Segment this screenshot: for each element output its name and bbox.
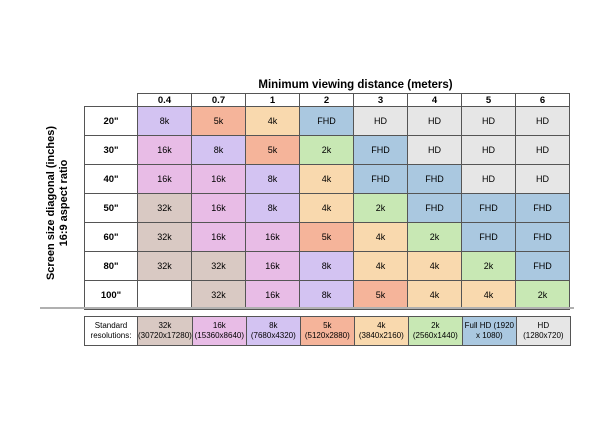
y-axis-label-line1: Screen size diagonal (inches): [45, 125, 57, 281]
resolution-cell: 8k: [137, 106, 192, 136]
legend-swatch: 32k (30720x17280): [137, 316, 193, 346]
resolution-cell: 32k: [191, 251, 246, 281]
table-row: 20" 8k 5k 4k FHD HD HD HD HD: [84, 106, 570, 136]
table-row: 30" 16k 8k 5k 2k FHD HD HD HD: [84, 135, 570, 165]
resolution-cell: FHD: [353, 164, 408, 194]
column-header: 2: [299, 93, 354, 107]
resolution-cell: 5k: [299, 222, 354, 252]
legend-label: Standard resolutions:: [84, 316, 138, 346]
row-header: 40": [84, 164, 138, 194]
table-row: 100" 32k 16k 8k 5k 4k 4k 2k: [84, 280, 570, 310]
resolution-cell: 32k: [137, 251, 192, 281]
resolution-cell: FHD: [407, 193, 462, 223]
resolution-cell: 4k: [407, 280, 462, 310]
legend-swatch: Full HD (1920 x 1080): [461, 316, 517, 346]
column-header: 1: [245, 93, 300, 107]
resolution-cell: 16k: [245, 222, 300, 252]
column-header: 3: [353, 93, 408, 107]
row-header: 20": [84, 106, 138, 136]
resolution-cell: 8k: [245, 193, 300, 223]
resolution-cell: 2k: [461, 251, 516, 281]
table-row: 40" 16k 16k 8k 4k FHD FHD HD HD: [84, 164, 570, 194]
chart-title: Minimum viewing distance (meters): [258, 79, 453, 91]
resolution-cell: 32k: [137, 222, 192, 252]
resolution-cell: FHD: [461, 222, 516, 252]
resolution-cell: 5k: [245, 135, 300, 165]
resolution-legend: Standard resolutions: 32k (30720x17280) 16…: [84, 316, 571, 346]
resolution-cell: HD: [407, 135, 462, 165]
resolution-cell: 32k: [191, 280, 246, 310]
resolution-cell: 16k: [191, 193, 246, 223]
y-axis-label: Screen size diagonal (inches) 16:9 aspec…: [40, 108, 76, 298]
table-row: 60" 32k 16k 16k 5k 4k 2k FHD FHD: [84, 222, 570, 252]
resolution-cell: HD: [461, 106, 516, 136]
resolution-cell: HD: [515, 164, 570, 194]
row-header: 50": [84, 193, 138, 223]
resolution-cell: HD: [515, 135, 570, 165]
resolution-cell: 16k: [191, 222, 246, 252]
resolution-cell: 2k: [353, 193, 408, 223]
header-row: 0.4 0.7 1 2 3 4 5 6: [84, 93, 570, 107]
resolution-cell: 2k: [515, 280, 570, 310]
column-header: 4: [407, 93, 462, 107]
table-row: 80" 32k 32k 16k 8k 4k 4k 2k FHD: [84, 251, 570, 281]
column-header: 0.4: [137, 93, 192, 107]
legend-swatch: 16k (15360x8640): [191, 316, 247, 346]
legend-swatch: HD (1280x720): [515, 316, 571, 346]
divider: [40, 307, 574, 309]
resolution-cell: HD: [407, 106, 462, 136]
resolution-cell: 8k: [245, 164, 300, 194]
resolution-cell: 4k: [299, 164, 354, 194]
resolution-cell: 8k: [299, 251, 354, 281]
resolution-cell: HD: [353, 106, 408, 136]
column-header: 6: [515, 93, 570, 107]
resolution-cell: FHD: [515, 222, 570, 252]
row-header: 100": [84, 280, 138, 310]
resolution-cell: FHD: [515, 193, 570, 223]
legend-swatch: 8k (7680x4320): [245, 316, 301, 346]
resolution-cell: FHD: [407, 164, 462, 194]
resolution-cell: 16k: [245, 251, 300, 281]
resolution-cell: 5k: [191, 106, 246, 136]
column-header: 0.7: [191, 93, 246, 107]
resolution-cell: 16k: [191, 164, 246, 194]
resolution-cell: 8k: [299, 280, 354, 310]
resolution-cell: 5k: [353, 280, 408, 310]
resolution-cell: 4k: [353, 222, 408, 252]
table-row: 50" 32k 16k 8k 4k 2k FHD FHD FHD: [84, 193, 570, 223]
resolution-cell: 8k: [191, 135, 246, 165]
resolution-cell: 4k: [299, 193, 354, 223]
row-header: 60": [84, 222, 138, 252]
legend-swatch: 4k (3840x2160): [353, 316, 409, 346]
row-header: 80": [84, 251, 138, 281]
resolution-cell: 4k: [245, 106, 300, 136]
resolution-cell: 16k: [137, 164, 192, 194]
legend-swatch: 2k (2560x1440): [407, 316, 463, 346]
corner-cell: [84, 93, 138, 107]
resolution-cell: 16k: [137, 135, 192, 165]
resolution-cell: 16k: [245, 280, 300, 310]
resolution-cell: 4k: [461, 280, 516, 310]
resolution-cell: HD: [515, 106, 570, 136]
resolution-cell: FHD: [353, 135, 408, 165]
resolution-cell: FHD: [461, 193, 516, 223]
resolution-cell: 2k: [299, 135, 354, 165]
legend-swatch: 5k (5120x2880): [299, 316, 355, 346]
column-header: 5: [461, 93, 516, 107]
resolution-cell: 32k: [137, 193, 192, 223]
resolution-cell: HD: [461, 135, 516, 165]
resolution-cell: FHD: [299, 106, 354, 136]
resolution-cell: FHD: [515, 251, 570, 281]
resolution-cell: [137, 280, 192, 310]
y-axis-label-line2: 16:9 aspect ratio: [58, 159, 70, 247]
resolution-cell: HD: [461, 164, 516, 194]
row-header: 30": [84, 135, 138, 165]
resolution-cell: 2k: [407, 222, 462, 252]
viewing-distance-table: 0.4 0.7 1 2 3 4 5 6 20" 8k 5k 4k FHD HD HD HD HD 30" 16k 8k…: [84, 93, 570, 310]
resolution-cell: 4k: [407, 251, 462, 281]
resolution-cell: 4k: [353, 251, 408, 281]
